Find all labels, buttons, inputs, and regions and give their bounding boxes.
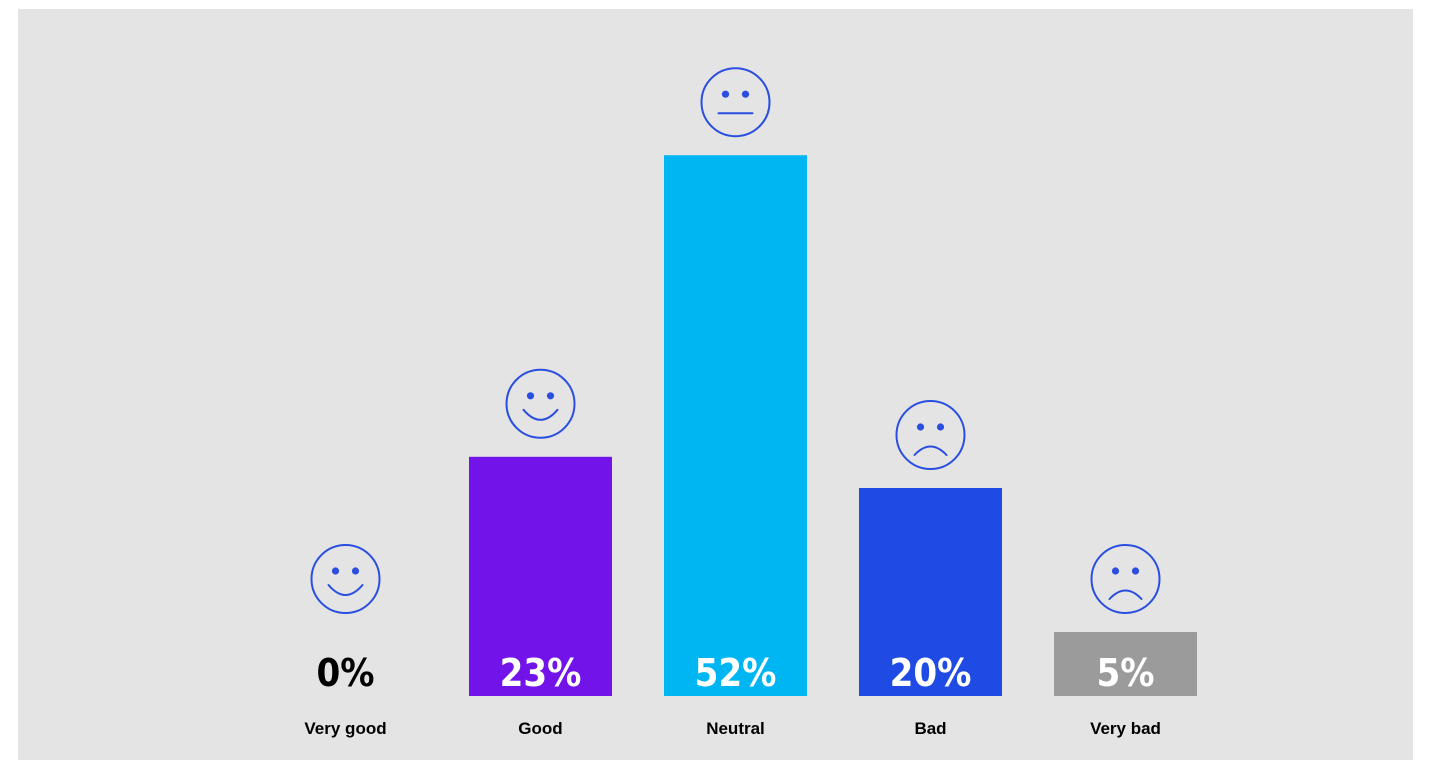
happy-face-icon bbox=[505, 368, 576, 439]
bar-chart: 0% Very good 23% Good 52% Neutral 20% Bad 5% Very… bbox=[304, 67, 1197, 738]
bar-very-bad bbox=[1054, 632, 1197, 696]
neutral-face-icon bbox=[700, 67, 771, 138]
sad-face-icon bbox=[895, 400, 966, 470]
bar-good bbox=[469, 456, 612, 696]
bar-bad bbox=[859, 488, 1002, 696]
chart-panel: 0% Very good 23% Good 52% Neutral 20% Bad 5% Very… bbox=[18, 9, 1413, 760]
category-label: Very good bbox=[304, 719, 386, 738]
value-label: 5% bbox=[1096, 651, 1154, 695]
category-label: Neutral bbox=[706, 719, 765, 738]
value-label: 23% bbox=[500, 651, 582, 695]
value-label: 52% bbox=[695, 651, 777, 695]
sad-face-icon bbox=[1090, 544, 1161, 614]
category-label: Bad bbox=[914, 719, 946, 738]
category-label: Good bbox=[518, 719, 562, 738]
value-label: 0% bbox=[316, 651, 374, 695]
category-label: Very bad bbox=[1090, 719, 1161, 738]
bar-neutral bbox=[664, 155, 807, 696]
happy-face-icon bbox=[310, 544, 381, 614]
value-label: 20% bbox=[890, 651, 972, 695]
